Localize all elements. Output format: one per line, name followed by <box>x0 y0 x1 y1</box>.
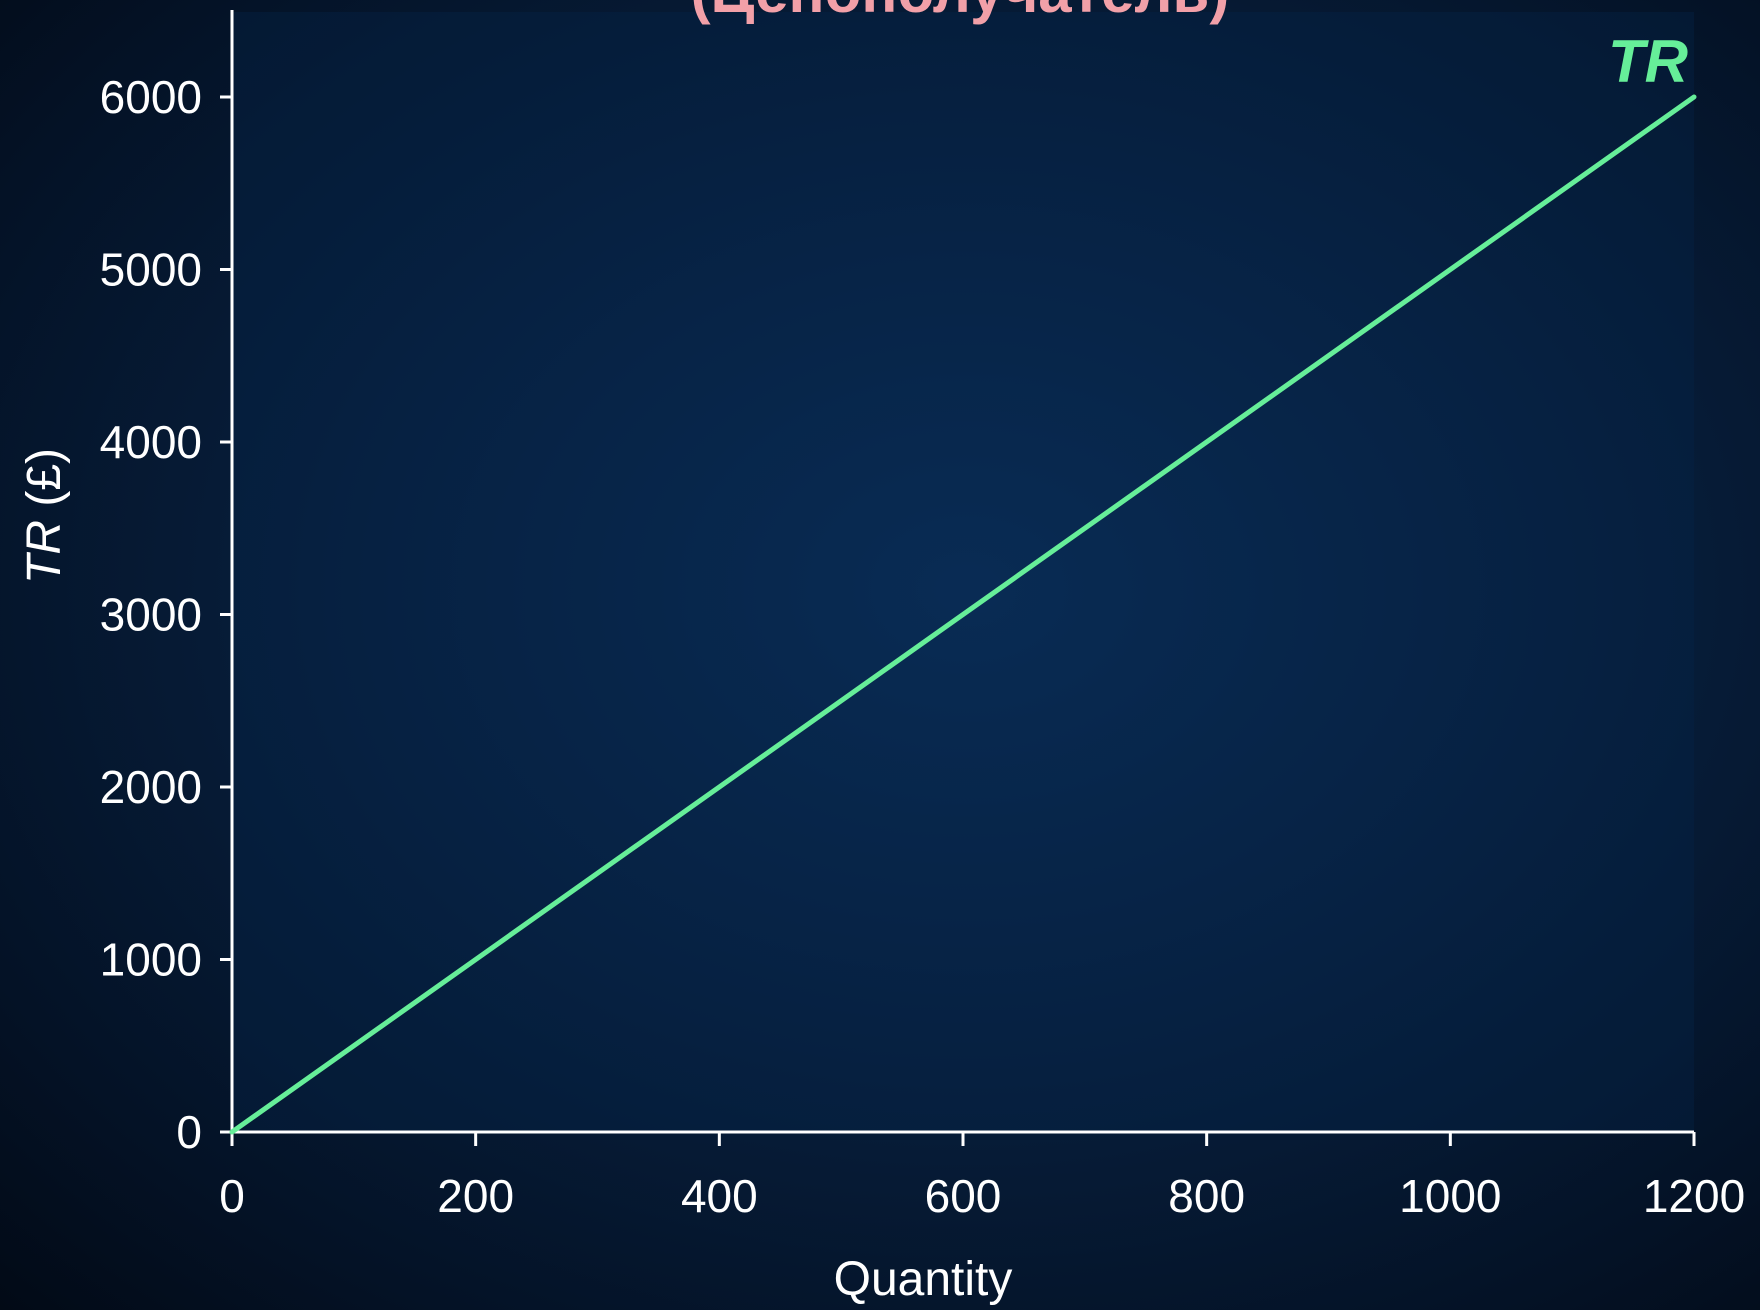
y-tick-label: 1000 <box>100 934 202 986</box>
y-axis-title: TR (£) <box>18 448 71 584</box>
series-line-tr <box>229 94 1697 1135</box>
x-axis-ticks: 0 200 400 600 800 1000 1200 <box>219 1132 1745 1222</box>
x-tick-label: 800 <box>1168 1170 1245 1222</box>
x-axis-title: Quantity <box>834 1253 1013 1306</box>
series-label-tr: TR <box>1608 28 1688 95</box>
y-tick-label: 6000 <box>100 71 202 123</box>
x-tick-label: 1000 <box>1399 1170 1501 1222</box>
chart-title: (Ценополучатель) <box>691 0 1230 25</box>
y-axis-ticks: 0 1000 2000 3000 4000 5000 6000 <box>100 71 232 1158</box>
x-tick-label: 600 <box>925 1170 1002 1222</box>
y-axis-title-italic: TR <box>18 520 71 584</box>
y-tick-label: 2000 <box>100 761 202 813</box>
y-tick-label: 4000 <box>100 416 202 468</box>
y-tick-label: 3000 <box>100 589 202 641</box>
x-tick-label: 1200 <box>1643 1170 1745 1222</box>
x-tick-label: 0 <box>219 1170 245 1222</box>
y-tick-label: 5000 <box>100 244 202 296</box>
x-tick-label: 400 <box>681 1170 758 1222</box>
x-tick-label: 200 <box>437 1170 514 1222</box>
y-tick-label: 0 <box>176 1106 202 1158</box>
y-axis-title-unit: (£) <box>18 448 71 520</box>
plot-area <box>232 12 1694 1132</box>
